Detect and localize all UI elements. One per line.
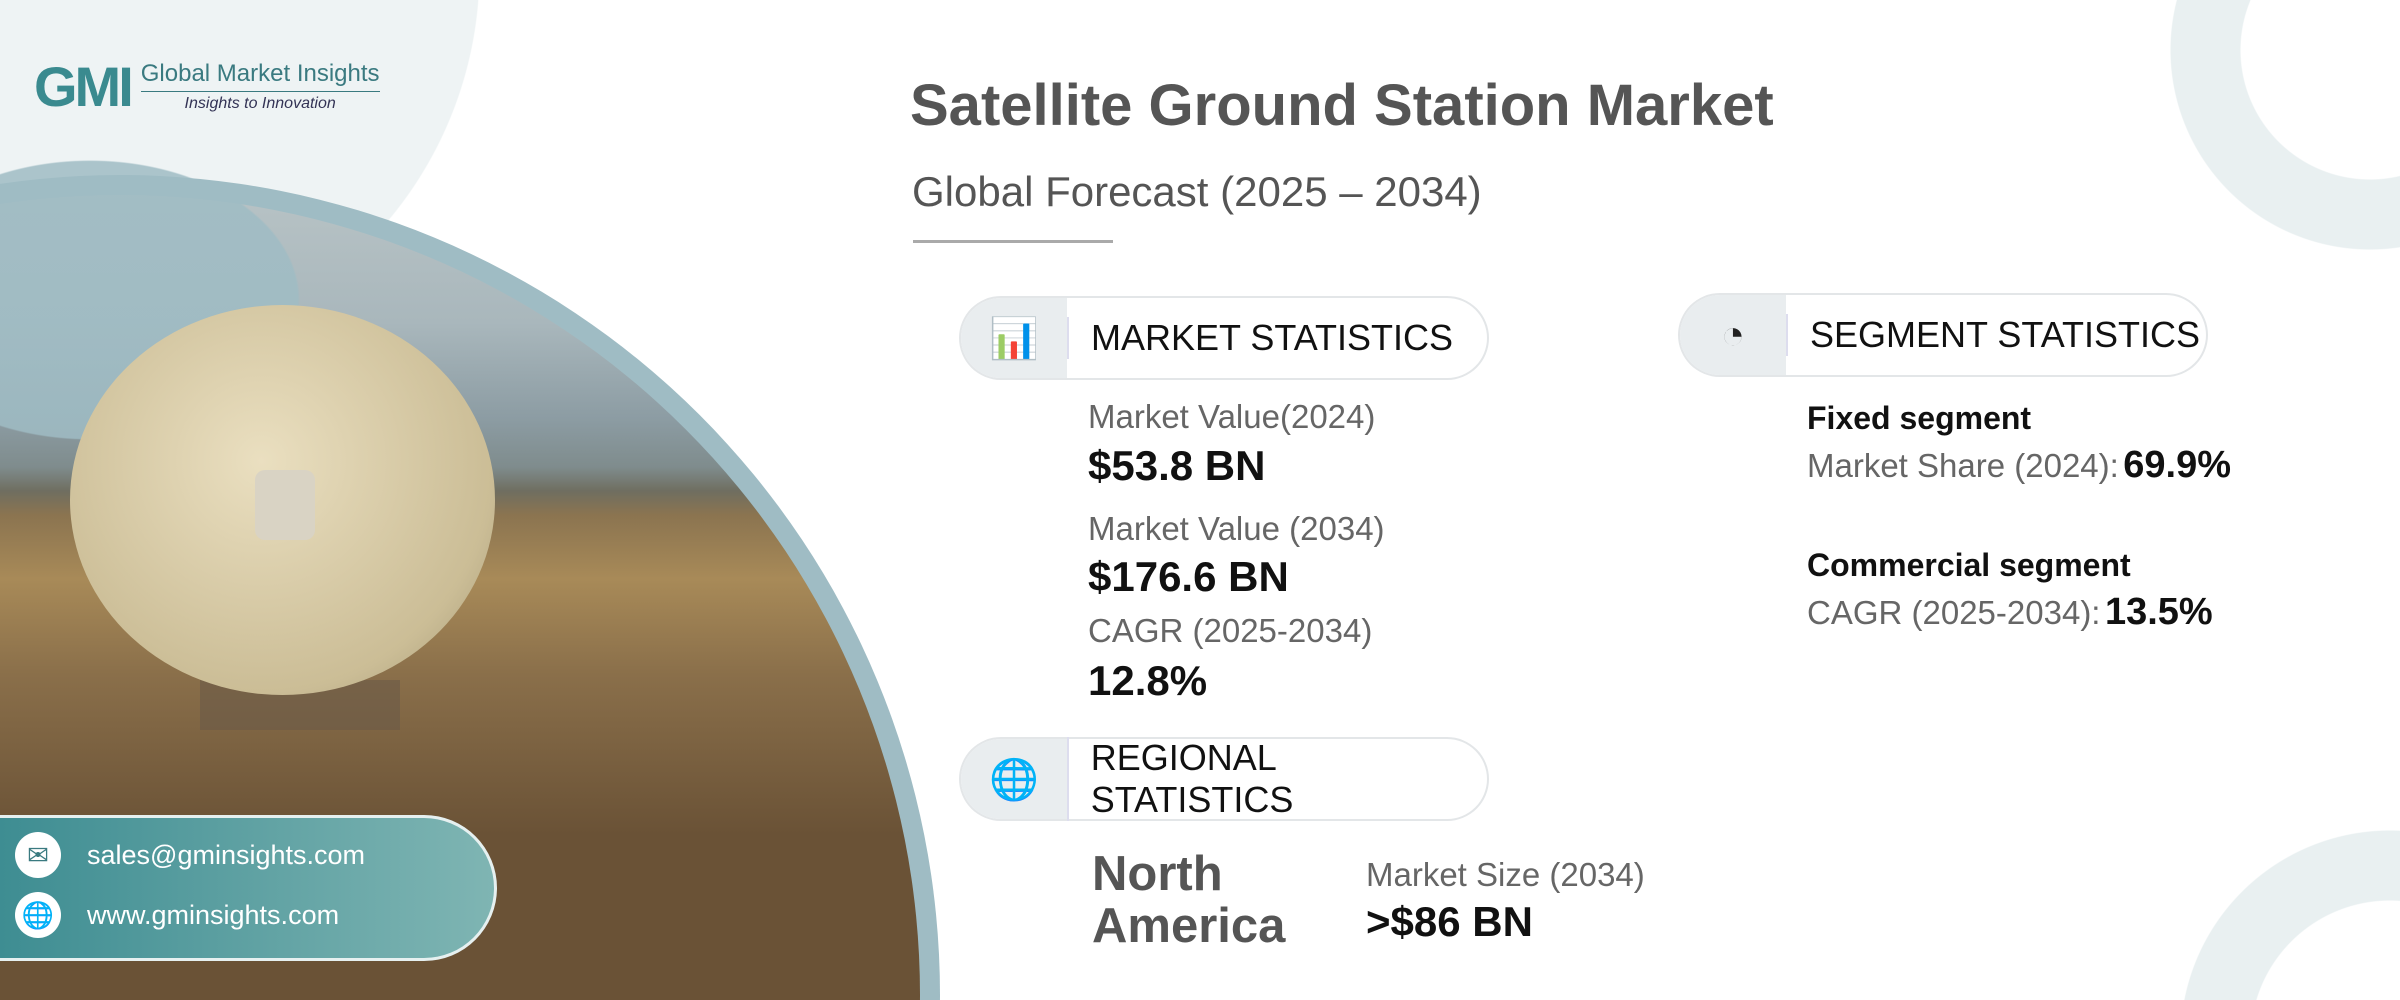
section-heading: MARKET STATISTICS bbox=[1067, 317, 1453, 359]
email-row: ✉ sales@gminsights.com bbox=[15, 832, 365, 878]
stat-value: 13.5% bbox=[2104, 591, 2213, 633]
stat-label: Market Value (2034) bbox=[1088, 510, 1385, 547]
segment-name: Commercial segment bbox=[1807, 547, 2131, 583]
globe-pin-icon: 🌐 bbox=[961, 739, 1067, 819]
chart-globe-icon: 📊 bbox=[961, 298, 1067, 378]
segment-stat: CAGR (2025-2034): 13.5% bbox=[1807, 591, 2213, 634]
decorative-ring bbox=[2180, 830, 2400, 1000]
stat-value: $53.8 BN bbox=[1088, 442, 1266, 489]
stat-value: $176.6 BN bbox=[1088, 553, 1289, 600]
logo-name: Global Market Insights bbox=[140, 60, 380, 92]
page-subtitle: Global Forecast (2025 – 2034) bbox=[912, 168, 1482, 215]
stat-label: Market Size (2034) bbox=[1366, 856, 1645, 893]
region-line: North bbox=[1092, 847, 1223, 901]
stat-label: CAGR (2025-2034): bbox=[1807, 594, 2101, 631]
globe-icon: 🌐 bbox=[15, 892, 61, 938]
stat-label: Market Share (2024): bbox=[1807, 447, 2119, 484]
dish-hub bbox=[255, 470, 315, 540]
logo-tagline: Insights to Innovation bbox=[184, 95, 336, 112]
region-line: America bbox=[1092, 899, 1286, 953]
contact-panel: ✉ sales@gminsights.com 🌐 www.gminsights.… bbox=[0, 815, 497, 961]
page-title: Satellite Ground Station Market bbox=[910, 73, 1774, 138]
stat-value: 12.8% bbox=[1088, 657, 1208, 704]
website-row: 🌐 www.gminsights.com bbox=[15, 892, 339, 938]
stat-value: 69.9% bbox=[2123, 444, 2232, 486]
section-heading: SEGMENT STATISTICS bbox=[1786, 314, 2200, 356]
regional-statistics-header: 🌐 REGIONAL STATISTICS bbox=[961, 737, 1487, 821]
segment-stat: Market Share (2024): 69.9% bbox=[1807, 444, 2231, 487]
website-link[interactable]: www.gminsights.com bbox=[87, 899, 340, 930]
envelope-icon: ✉ bbox=[15, 832, 61, 878]
logo-mark: GMI bbox=[34, 55, 134, 118]
gmi-logo: GMI Global Market Insights Insights to I… bbox=[34, 54, 380, 119]
email-link[interactable]: sales@gminsights.com bbox=[87, 839, 366, 870]
section-heading: REGIONAL STATISTICS bbox=[1066, 737, 1487, 821]
segment-name: Fixed segment bbox=[1807, 400, 2032, 436]
decorative-ring bbox=[2170, 0, 2400, 250]
market-statistics-header: 📊 MARKET STATISTICS bbox=[961, 298, 1487, 378]
pie-chart-icon: ◔ bbox=[1680, 295, 1786, 375]
stat-label: Market Value(2024) bbox=[1088, 398, 1376, 435]
stat-label: CAGR (2025-2034) bbox=[1088, 612, 1373, 649]
stat-value: >$86 BN bbox=[1366, 898, 1533, 945]
divider bbox=[913, 240, 1113, 243]
region-name: North America bbox=[1092, 848, 1285, 952]
segment-statistics-header: ◔ SEGMENT STATISTICS bbox=[1680, 295, 2206, 375]
